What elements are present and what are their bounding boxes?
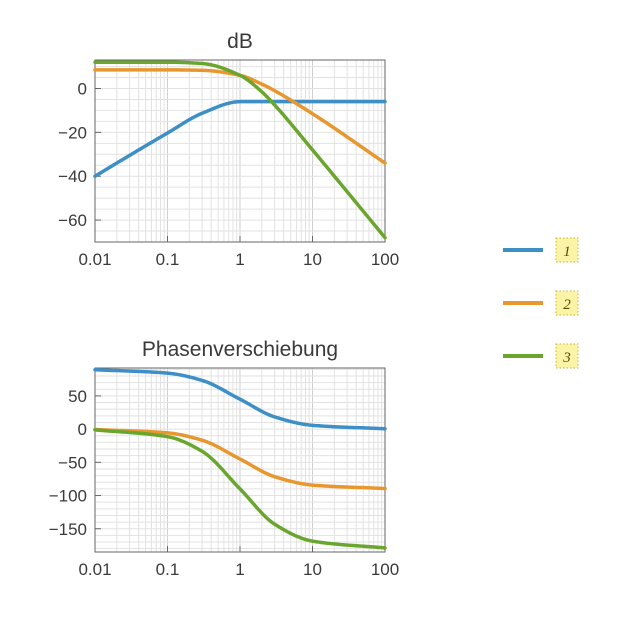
phase-x-tick-label-3: 10 — [303, 560, 322, 579]
magnitude-y-tick-labels: 0 −20 −40 −60 — [58, 80, 87, 231]
legend: 1 2 3 — [503, 237, 579, 369]
phase-x-tick-label-4: 100 — [371, 560, 399, 579]
phase-y-tick-label-3: −100 — [49, 487, 87, 506]
phase-chart: Phasenverschiebung 0.01 0.1 1 10 100 50 0 −50 −… — [49, 338, 399, 579]
phase-y-tick-label-0: 50 — [68, 387, 87, 406]
magnitude-x-tick-label-4: 100 — [371, 250, 399, 269]
legend-label-3: 3 — [562, 350, 571, 366]
magnitude-x-tick-labels: 0.01 0.1 1 10 100 — [78, 250, 399, 269]
magnitude-y-tick-label-2: −40 — [58, 167, 87, 186]
phase-y-tick-label-2: −50 — [58, 453, 87, 472]
legend-label-box-1 — [555, 237, 579, 263]
phase-series-2 — [93, 427, 387, 491]
phase-y-tick-label-4: −150 — [49, 520, 87, 539]
legend-label-2: 2 — [563, 297, 571, 313]
magnitude-x-tick-label-2: 1 — [235, 250, 244, 269]
magnitude-series-1 — [93, 99, 387, 178]
magnitude-chart-title: dB — [227, 30, 253, 53]
phase-series-1 — [93, 367, 387, 431]
legend-label-1: 1 — [563, 244, 571, 260]
magnitude-x-tick-label-3: 10 — [303, 250, 322, 269]
phase-series-3 — [93, 428, 387, 550]
phase-x-tick-label-2: 1 — [235, 560, 244, 579]
legend-label-box-3 — [555, 343, 579, 369]
phase-y-tick-labels: 50 0 −50 −100 −150 — [49, 387, 87, 539]
phase-grid — [94, 368, 386, 552]
magnitude-series — [93, 60, 387, 240]
magnitude-series-3 — [93, 60, 387, 240]
legend-entry-3: 3 — [503, 343, 579, 369]
phase-y-tick-label-1: 0 — [78, 420, 87, 439]
legend-entry-1: 1 — [503, 237, 579, 263]
legend-label-box-2 — [555, 290, 579, 316]
legend-entry-2: 2 — [503, 290, 579, 316]
magnitude-chart: dB 0.01 0.1 1 10 100 0 −20 −40 −60 — [58, 30, 399, 269]
phase-x-tick-label-1: 0.1 — [156, 560, 180, 579]
phase-x-tick-label-0: 0.01 — [78, 560, 111, 579]
magnitude-x-tick-label-0: 0.01 — [78, 250, 111, 269]
phase-x-tick-labels: 0.01 0.1 1 10 100 — [78, 560, 399, 579]
phase-series — [93, 367, 387, 550]
phase-chart-title: Phasenverschiebung — [142, 338, 338, 361]
magnitude-y-tick-label-3: −60 — [58, 211, 87, 230]
magnitude-series-2 — [93, 68, 387, 165]
magnitude-y-tick-label-0: 0 — [78, 80, 87, 99]
magnitude-y-tick-label-1: −20 — [58, 123, 87, 142]
magnitude-x-tick-label-1: 0.1 — [156, 250, 180, 269]
